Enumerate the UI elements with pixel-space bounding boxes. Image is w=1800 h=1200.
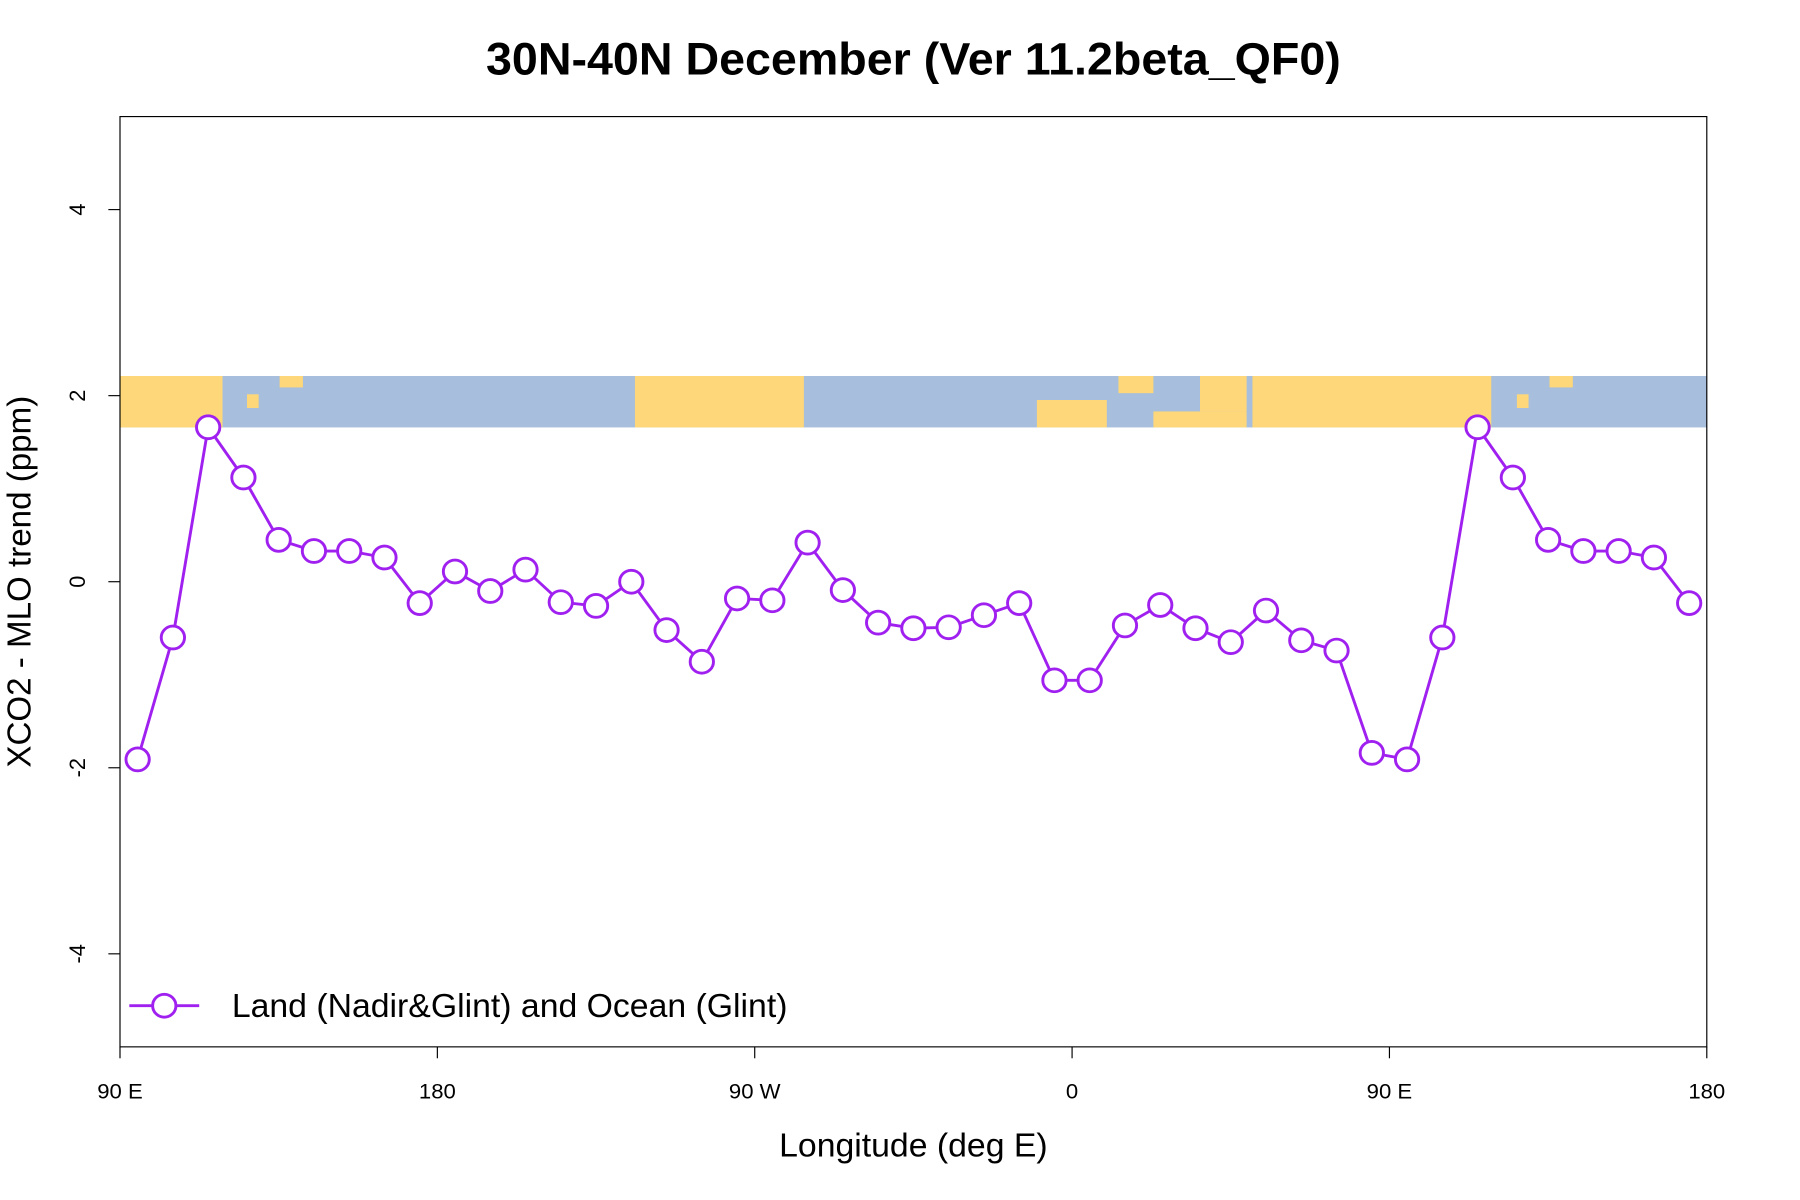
data-point — [865, 609, 892, 636]
data-point — [1393, 746, 1421, 773]
data-point — [1429, 624, 1456, 651]
data-point — [1076, 667, 1103, 694]
data-point — [1006, 590, 1033, 616]
y-tick-label: -4 — [65, 944, 90, 963]
data-point — [195, 414, 222, 441]
data-point — [1499, 464, 1526, 491]
y-axis-label: XCO2 - MLO trend (ppm) — [1, 396, 38, 768]
data-point — [1252, 597, 1280, 624]
data-point — [582, 593, 610, 619]
data-point — [759, 587, 786, 614]
series-line — [136, 423, 1691, 762]
data-point — [723, 585, 751, 612]
data-point — [371, 544, 398, 571]
data-point — [1182, 615, 1209, 642]
data-point — [406, 590, 433, 616]
x-tick-label: 180 — [419, 1078, 456, 1103]
map-strip — [120, 376, 1707, 428]
data-point — [1288, 627, 1315, 654]
x-tick-label: 90 W — [729, 1078, 781, 1103]
data-point — [970, 602, 998, 629]
x-tick-label: 180 — [1688, 1078, 1725, 1103]
x-tick-label: 90 E — [97, 1078, 143, 1103]
data-point — [1358, 740, 1385, 766]
data-point — [1217, 629, 1244, 656]
data-point — [688, 648, 715, 675]
data-point — [124, 746, 151, 773]
data-point — [1605, 538, 1632, 564]
data-point — [1323, 637, 1350, 664]
data-point — [300, 538, 328, 564]
data-point — [653, 617, 680, 643]
data-point — [230, 464, 257, 491]
x-tick-label: 90 E — [1367, 1078, 1413, 1103]
data-point — [336, 538, 363, 564]
data-point — [618, 568, 645, 595]
data-point — [1464, 414, 1491, 441]
data-point — [265, 526, 292, 553]
x-axis-label: Longitude (deg E) — [779, 1128, 1048, 1165]
y-tick-label: -2 — [65, 758, 90, 777]
legend-label: Land (Nadir&Glint) and Ocean (Glint) — [232, 988, 788, 1025]
data-point — [1676, 590, 1703, 616]
data-point — [935, 614, 962, 641]
data-point — [477, 578, 504, 604]
data-point — [1570, 538, 1597, 564]
data-point — [1147, 592, 1174, 618]
data-point — [512, 556, 539, 583]
data-point — [441, 558, 469, 585]
data-point — [1640, 544, 1668, 571]
data-point — [547, 589, 574, 616]
data-point — [1111, 612, 1139, 639]
y-tick-label: 4 — [65, 204, 90, 216]
data-point — [1535, 526, 1562, 553]
chart-title: 30N-40N December (Ver 11.2beta_QF0) — [486, 33, 1341, 84]
y-tick-label: 0 — [65, 576, 90, 588]
x-tick-label: 0 — [1066, 1078, 1078, 1103]
data-point — [159, 624, 186, 651]
data-point — [1041, 667, 1068, 694]
plot-frame — [119, 116, 1708, 1048]
y-tick-label: 2 — [65, 390, 90, 402]
data-point — [900, 615, 927, 642]
legend-marker — [151, 992, 178, 1019]
data-point — [829, 577, 856, 603]
data-point — [794, 529, 821, 556]
